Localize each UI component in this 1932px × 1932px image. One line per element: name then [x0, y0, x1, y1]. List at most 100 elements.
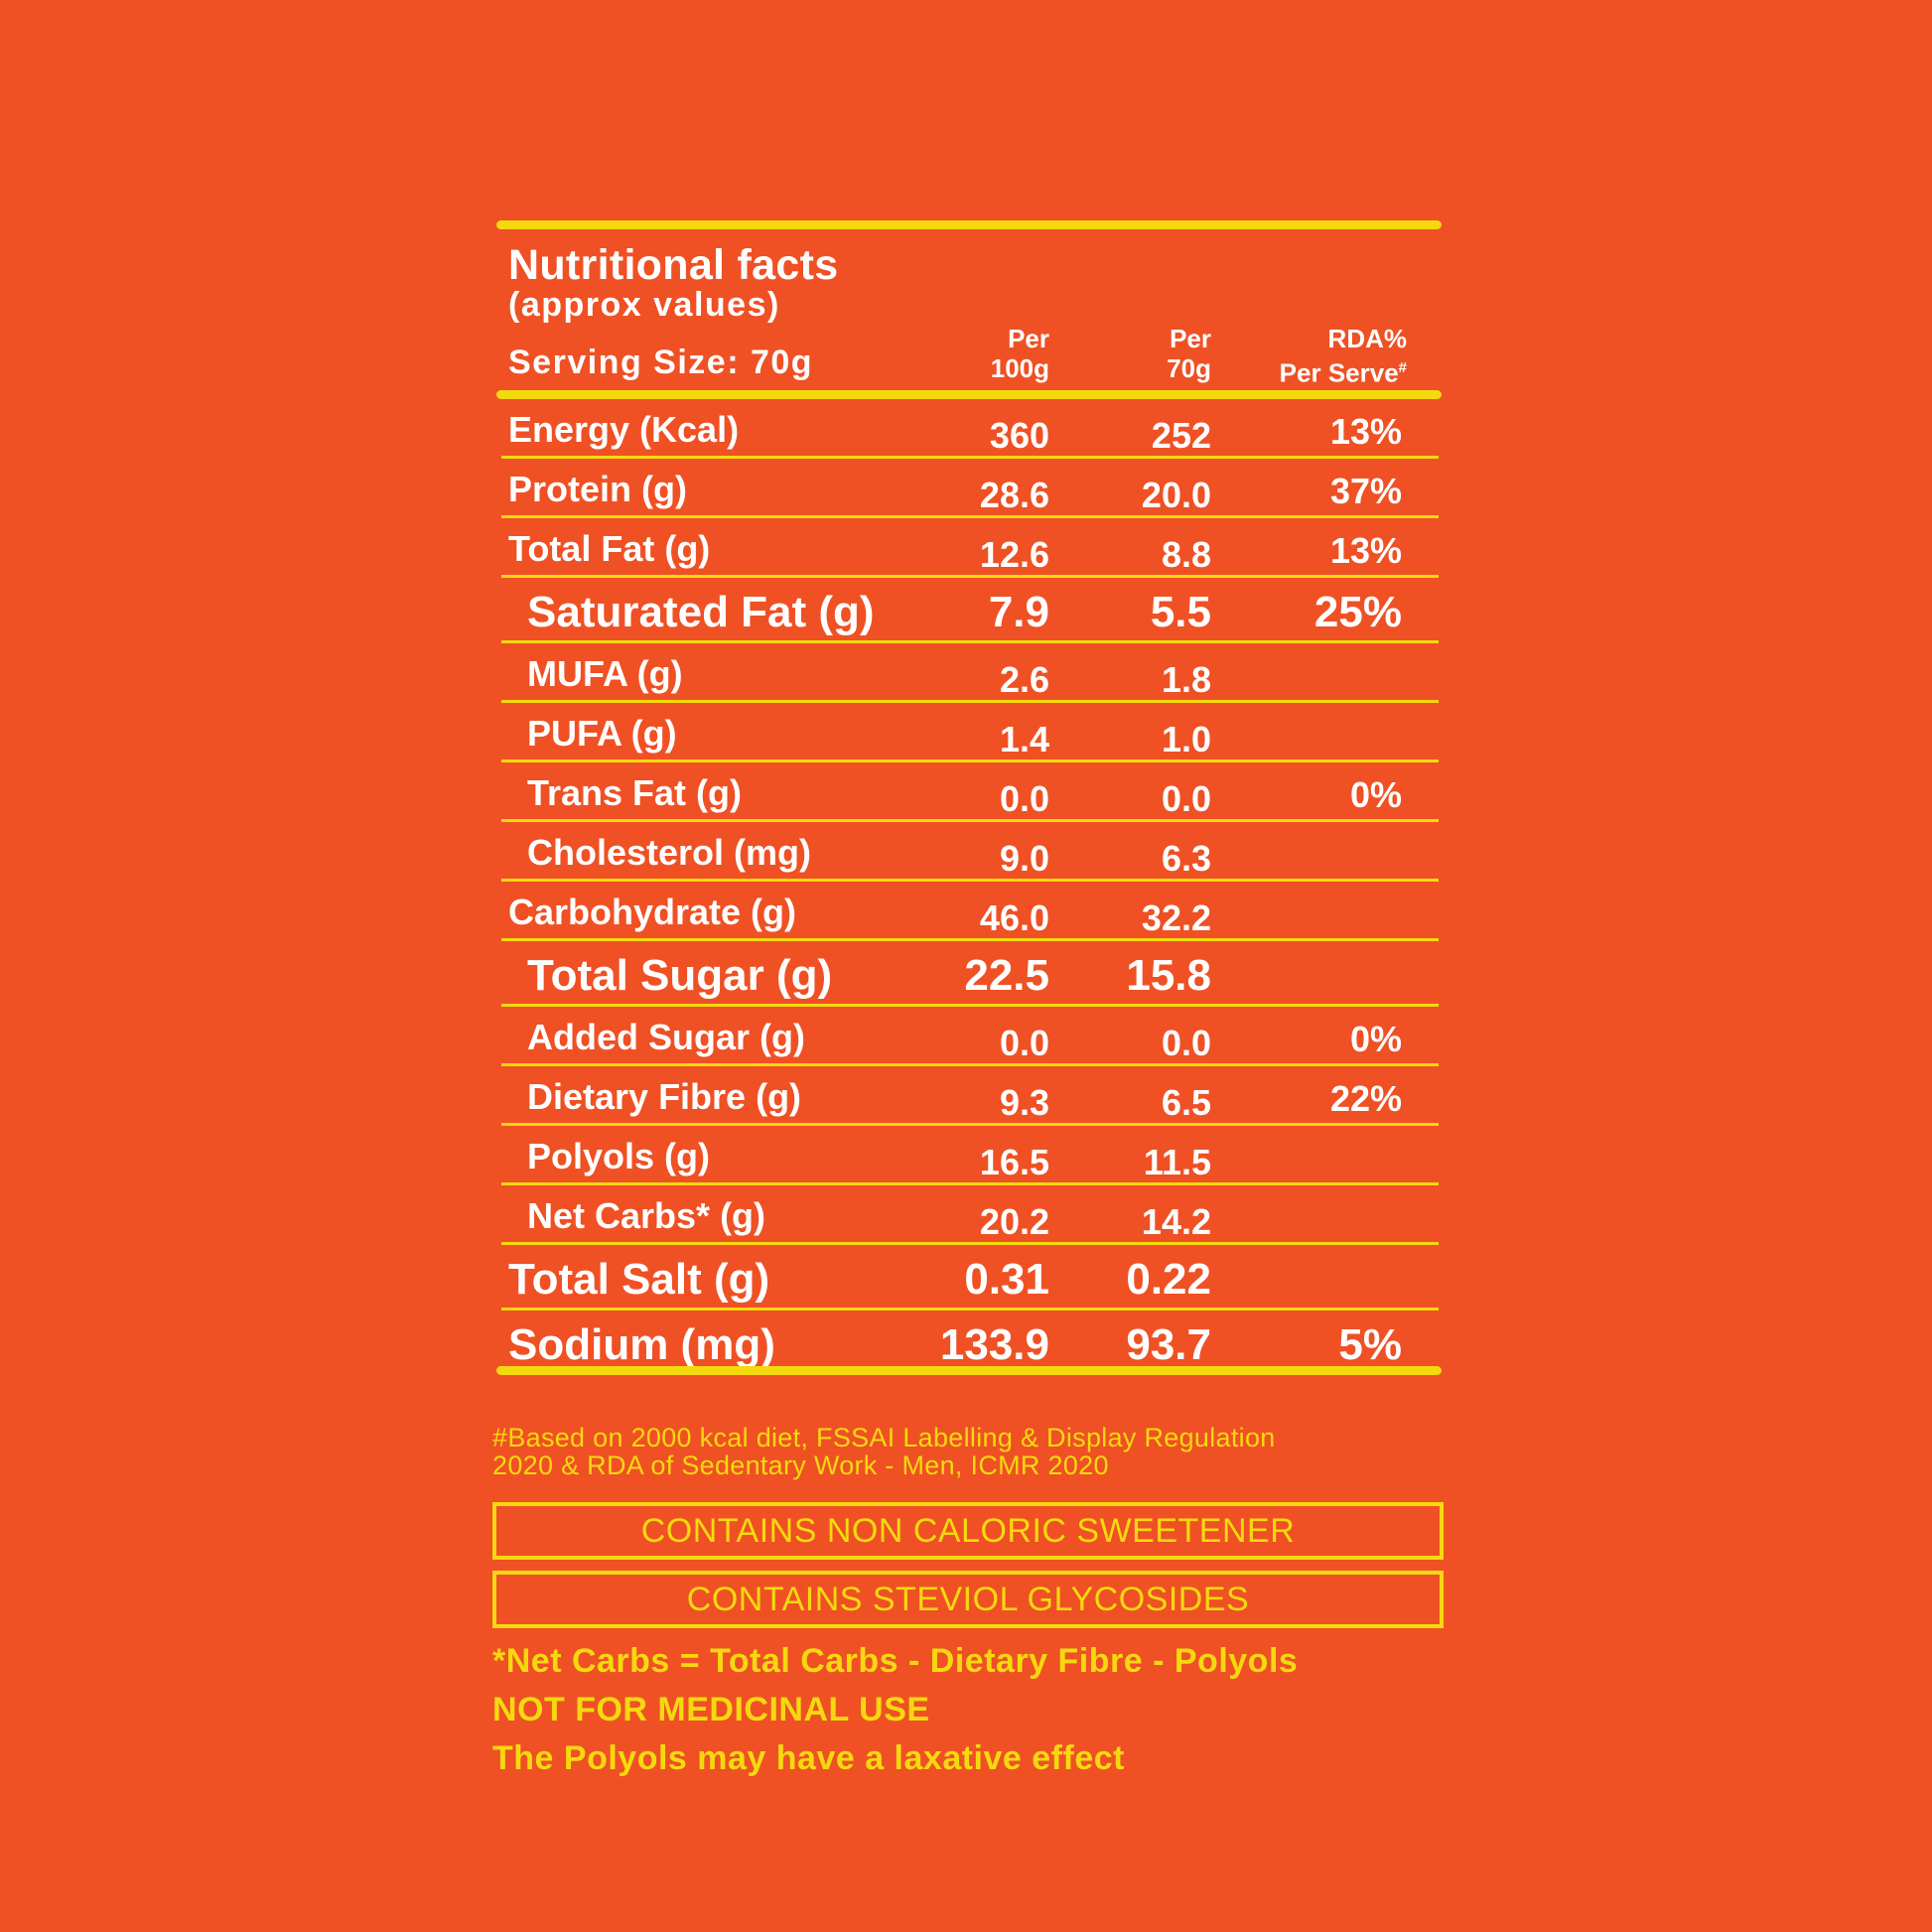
table-row: Cholesterol (mg) 9.0 6.3 — [496, 822, 1442, 882]
panel-title: Nutritional facts — [508, 241, 839, 289]
nutrient-name: Added Sugar (g) — [527, 1017, 805, 1057]
nutrient-name: Cholesterol (mg) — [527, 832, 812, 873]
table-row: MUFA (g) 2.6 1.8 — [496, 643, 1442, 703]
value-per-70g: 0.0 — [1161, 778, 1211, 819]
value-per-100g: 12.6 — [979, 534, 1049, 575]
value-per-70g: 5.5 — [1150, 588, 1211, 636]
steviol-warning-box: CONTAINS STEVIOL GLYCOSIDES — [492, 1571, 1444, 1628]
value-rda: 22% — [1329, 1078, 1402, 1119]
row-divider — [501, 1308, 1439, 1311]
value-per-100g: 7.9 — [988, 588, 1049, 636]
nutrient-name: Total Salt (g) — [508, 1255, 770, 1304]
medicinal-notice: NOT FOR MEDICINAL USE — [492, 1691, 930, 1728]
value-per-70g: 252 — [1151, 415, 1211, 456]
table-row: Dietary Fibre (g) 9.3 6.5 22% — [496, 1066, 1442, 1126]
header-divider — [496, 390, 1442, 399]
value-rda: 0% — [1349, 774, 1402, 815]
value-per-70g: 6.5 — [1161, 1082, 1211, 1123]
row-divider — [501, 515, 1439, 518]
rda-footnote: #Based on 2000 kcal diet, FSSAI Labellin… — [492, 1423, 1276, 1480]
nutrient-name: Net Carbs* (g) — [527, 1195, 766, 1236]
value-per-100g: 9.3 — [999, 1082, 1049, 1123]
top-divider — [496, 220, 1442, 229]
value-per-70g: 1.0 — [1161, 719, 1211, 759]
nutrient-name: Polyols (g) — [527, 1136, 711, 1176]
value-rda: 37% — [1329, 471, 1402, 511]
value-per-100g: 46.0 — [979, 897, 1049, 938]
table-row: PUFA (g) 1.4 1.0 — [496, 703, 1442, 762]
nutrient-name: Protein (g) — [508, 469, 687, 509]
value-rda: 13% — [1329, 530, 1402, 571]
table-row: Total Salt (g) 0.31 0.22 — [496, 1245, 1442, 1311]
value-per-70g: 0.22 — [1126, 1255, 1211, 1304]
value-per-70g: 15.8 — [1126, 951, 1211, 1000]
column-header-per-70g: Per 70g — [1167, 324, 1211, 383]
panel-subtitle: (approx values) — [508, 286, 780, 324]
nutrient-table: Energy (Kcal) 360 252 13% Protein (g) 28… — [496, 399, 1442, 1376]
nutrient-name: Total Fat (g) — [508, 528, 711, 569]
table-row: Energy (Kcal) 360 252 13% — [496, 399, 1442, 459]
nutrient-name: MUFA (g) — [527, 653, 683, 694]
table-row: Protein (g) 28.6 20.0 37% — [496, 459, 1442, 518]
value-per-70g: 1.8 — [1161, 659, 1211, 700]
row-divider — [501, 1242, 1439, 1245]
value-per-100g: 1.4 — [999, 719, 1049, 759]
nutrient-name: Trans Fat (g) — [527, 772, 743, 813]
nutrient-name: Carbohydrate (g) — [508, 892, 797, 932]
nutrient-name: Sodium (mg) — [508, 1320, 775, 1369]
value-rda: 5% — [1338, 1320, 1402, 1369]
value-per-70g: 20.0 — [1141, 475, 1211, 515]
nutrient-name: Saturated Fat (g) — [527, 588, 875, 636]
value-rda: 0% — [1349, 1019, 1402, 1059]
value-per-100g: 28.6 — [979, 475, 1049, 515]
sweetener-warning-box: CONTAINS NON CALORIC SWEETENER — [492, 1502, 1444, 1560]
row-divider — [501, 879, 1439, 882]
table-row: Added Sugar (g) 0.0 0.0 0% — [496, 1007, 1442, 1066]
row-divider — [501, 1182, 1439, 1185]
row-divider — [501, 1063, 1439, 1066]
value-per-100g: 9.0 — [999, 838, 1049, 879]
nutrient-name: PUFA (g) — [527, 713, 677, 754]
value-per-70g: 0.0 — [1161, 1023, 1211, 1063]
row-divider — [501, 759, 1439, 762]
value-per-100g: 360 — [989, 415, 1049, 456]
table-row: Total Fat (g) 12.6 8.8 13% — [496, 518, 1442, 578]
value-per-100g: 16.5 — [979, 1142, 1049, 1182]
value-rda: 25% — [1313, 588, 1402, 636]
table-row: Total Sugar (g) 22.5 15.8 — [496, 941, 1442, 1007]
nutrient-name: Dietary Fibre (g) — [527, 1076, 802, 1117]
value-per-70g: 11.5 — [1143, 1142, 1211, 1182]
value-per-70g: 8.8 — [1161, 534, 1211, 575]
row-divider — [501, 456, 1439, 459]
value-per-100g: 20.2 — [979, 1201, 1049, 1242]
net-carbs-footnote: *Net Carbs = Total Carbs - Dietary Fibre… — [492, 1642, 1299, 1680]
row-divider — [501, 938, 1439, 941]
nutrient-name: Total Sugar (g) — [527, 951, 833, 1000]
table-row: Carbohydrate (g) 46.0 32.2 — [496, 882, 1442, 941]
value-per-70g: 6.3 — [1161, 838, 1211, 879]
value-per-100g: 0.0 — [999, 778, 1049, 819]
value-per-100g: 0.0 — [999, 1023, 1049, 1063]
laxative-notice: The Polyols may have a laxative effect — [492, 1739, 1125, 1777]
table-row: Sodium (mg) 133.9 93.7 5% — [496, 1311, 1442, 1376]
value-per-70g: 14.2 — [1141, 1201, 1211, 1242]
table-row: Polyols (g) 16.5 11.5 — [496, 1126, 1442, 1185]
row-divider — [501, 575, 1439, 578]
row-divider — [501, 1123, 1439, 1126]
serving-size: Serving Size: 70g — [508, 344, 814, 381]
table-row: Saturated Fat (g) 7.9 5.5 25% — [496, 578, 1442, 643]
bottom-divider — [496, 1366, 1442, 1375]
row-divider — [501, 640, 1439, 643]
row-divider — [501, 819, 1439, 822]
row-divider — [501, 1004, 1439, 1007]
column-header-per-100g: Per 100g — [990, 324, 1049, 383]
value-per-100g: 133.9 — [939, 1320, 1049, 1369]
value-per-70g: 32.2 — [1141, 897, 1211, 938]
nutrient-name: Energy (Kcal) — [508, 409, 740, 450]
value-per-100g: 0.31 — [964, 1255, 1049, 1304]
column-header-rda: RDA% Per Serve# — [1279, 324, 1407, 388]
value-per-70g: 93.7 — [1126, 1320, 1211, 1369]
value-rda: 13% — [1329, 411, 1402, 452]
row-divider — [501, 700, 1439, 703]
table-row: Net Carbs* (g) 20.2 14.2 — [496, 1185, 1442, 1245]
